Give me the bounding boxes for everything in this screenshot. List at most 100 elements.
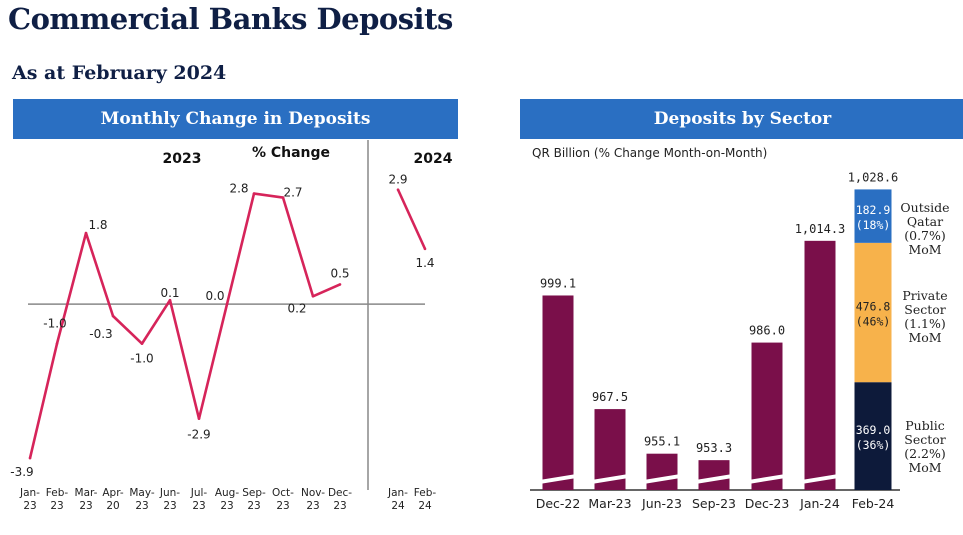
monthly-change-chart-title: Monthly Change in Deposits [13,99,458,139]
data-point-Apr-20 [111,314,115,318]
stack-legend-3-line-3: (0.7%) [904,228,946,243]
stack-share-2: (46%) [856,315,891,329]
stack-legend-2-line-3: (1.1%) [904,316,946,331]
stack-legend-3-line-2: Qatar [907,214,943,229]
bar-Jun-23 [646,453,678,490]
data-label-Jan-24: 2.9 [388,173,407,187]
x-tick-Mar-23: Mar- [75,487,98,499]
x-tick-May-23: May- [129,487,155,499]
data-point-May-23 [140,342,144,345]
axis-break-Dec-22 [539,474,577,484]
stack-legend-2-line-2: Sector [904,302,946,317]
year-label-2023: 2023 [163,151,202,167]
x-tick-Apr-20: Apr- [102,487,123,499]
x-tick-Jan-24: Jan- [387,487,408,499]
bar-value-Sep-23: 953.3 [696,441,732,455]
x-tick-year-Feb-24: 24 [418,500,432,512]
x-tick-year-Apr-20: 20 [106,500,119,512]
bar-value-Jun-23: 955.1 [644,435,680,449]
x-tick-year-Sep-23: 23 [247,500,260,512]
page-subtitle: As at February 2024 [12,62,227,84]
x-tick-Feb-24: Feb- [414,487,437,499]
data-label-Jul-23: -2.9 [187,428,210,442]
data-label-Dec-23: 0.5 [330,266,349,280]
x-tick-Oct-23: Oct- [272,487,294,499]
x-tick-year-Jan-23: 23 [23,500,36,512]
bar-value-Dec-22: 999.1 [540,276,576,290]
data-label-Sep-23: 2.8 [229,182,248,196]
x-tick-Jul-23: Jul- [190,487,208,499]
x-tick-Jan-23: Jan- [19,487,40,499]
stack-legend-3-line-4: MoM [908,242,941,257]
x-tick-year-Nov-23: 23 [306,500,319,512]
data-point-Nov-23 [311,294,315,298]
x-tick-Aug-23: Aug- [215,487,240,499]
stack-value-1: 369.0 [856,423,891,437]
x-tick-Dec-23: Dec-23 [745,496,790,511]
data-point-Jan-24 [396,188,400,191]
stack-legend-1-line-2: Sector [904,432,946,447]
series-line-2023 [28,192,341,459]
data-label-May-23: -1.0 [130,352,153,366]
data-label-Feb-24: 1.4 [415,256,434,270]
data-label-Nov-23: 0.2 [287,301,306,315]
stack-value-3: 182.9 [856,203,891,217]
x-tick-year-Mar-23: 23 [79,500,92,512]
x-tick-year-Feb-23: 23 [50,500,63,512]
stack-share-1: (36%) [856,438,891,452]
bar-Dec-23 [751,342,783,490]
data-label-Apr-20: -0.3 [89,327,112,341]
axis-break-Jan-24 [801,474,839,484]
axis-break-Sep-23 [695,474,733,484]
x-tick-year-Aug-23: 23 [220,500,233,512]
data-point-Feb-24 [423,247,427,251]
data-label-Jun-23: 0.1 [160,286,179,300]
data-point-Aug-23 [225,302,229,306]
data-point-Oct-23 [281,196,285,199]
data-point-Jun-23 [168,298,172,302]
data-label-Feb-23: -1.0 [43,317,66,331]
x-tick-Nov-23: Nov- [301,487,325,499]
stack-share-3: (18%) [856,218,891,232]
deposits-by-sector-chart-title: Deposits by Sector [520,99,963,139]
stack-legend-2-line-4: MoM [908,330,941,345]
bar-Jan-24 [804,240,836,490]
axis-break-Jun-23 [643,474,681,484]
x-tick-year-Dec-23: 23 [333,500,346,512]
year-label-2024: 2024 [414,151,453,167]
x-tick-Jun-23: Jun- [159,487,180,499]
axis-break-Mar-23 [591,474,629,484]
stack-segment-2 [854,242,892,383]
bar-value-Jan-24: 1,014.3 [795,222,846,236]
x-tick-Jun-23: Jun-23 [641,496,682,511]
x-tick-year-Jan-24: 24 [391,500,405,512]
x-tick-Mar-23: Mar-23 [588,496,631,511]
x-tick-year-Jun-23: 23 [163,500,176,512]
stack-legend-3-line-1: Outside [900,200,949,215]
axis-break-Dec-23 [748,474,786,484]
x-tick-Jan-24: Jan-24 [799,496,840,511]
unit-label: QR Billion (% Change Month-on-Month) [532,146,767,160]
data-point-Feb-23 [55,342,59,345]
bar-value-Feb-24: 1,028.6 [848,170,899,184]
x-tick-year-May-23: 23 [135,500,148,512]
stack-legend-1-line-1: Public [905,418,944,433]
bar-Dec-22 [542,295,574,490]
stack-value-2: 476.8 [856,300,891,314]
y-axis-label: % Change [252,145,330,161]
x-tick-Dec-23: Dec- [328,487,352,499]
data-point-Jan-23 [28,456,32,460]
data-point-Mar-23 [84,231,88,235]
x-tick-year-Jul-23: 23 [192,500,205,512]
bar-value-Dec-23: 986.0 [749,324,785,338]
series-line-2024 [396,189,427,250]
data-point-Sep-23 [252,192,256,195]
stack-legend-1-line-4: MoM [908,460,941,475]
x-tick-Sep-23: Sep-23 [692,496,736,511]
stack-legend-2-line-1: Private [902,288,947,303]
data-label-Aug-23: 0.0 [205,289,224,303]
stack-legend-1-line-3: (2.2%) [904,446,946,461]
x-tick-Sep-23: Sep- [242,487,266,499]
data-label-Jan-23: -3.9 [10,465,33,479]
